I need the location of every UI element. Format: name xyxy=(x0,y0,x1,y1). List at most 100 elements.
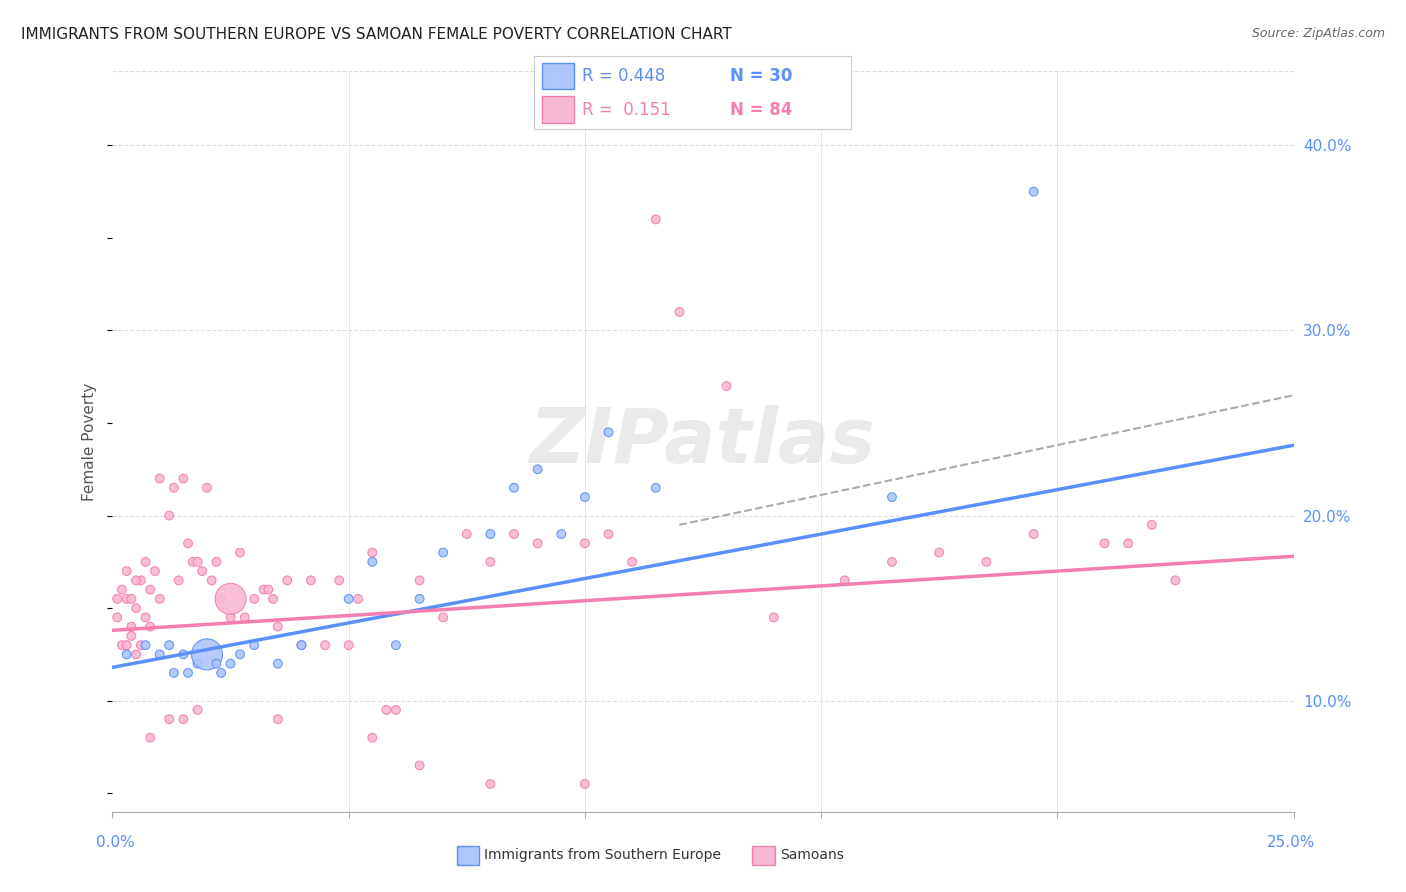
Point xyxy=(1140,517,1163,532)
Point xyxy=(115,648,138,662)
Point xyxy=(129,638,152,652)
Point xyxy=(928,546,950,560)
Point xyxy=(186,703,208,717)
Text: 0.0%: 0.0% xyxy=(96,836,135,850)
Point xyxy=(205,657,228,671)
Point xyxy=(111,638,134,652)
Point xyxy=(129,574,152,588)
Point xyxy=(337,638,360,652)
Point xyxy=(503,527,526,541)
Point xyxy=(550,527,572,541)
Point xyxy=(328,574,350,588)
Point xyxy=(479,527,502,541)
Text: Samoans: Samoans xyxy=(780,848,844,863)
Point xyxy=(1022,185,1045,199)
Point xyxy=(149,471,172,485)
Point xyxy=(880,490,903,504)
Point xyxy=(267,657,290,671)
Point xyxy=(976,555,998,569)
Point xyxy=(243,638,266,652)
Point xyxy=(456,527,478,541)
Point xyxy=(880,555,903,569)
Point xyxy=(574,536,596,550)
Point xyxy=(503,481,526,495)
Point xyxy=(172,712,194,726)
Point xyxy=(526,462,548,476)
Point xyxy=(135,555,157,569)
Point xyxy=(621,555,644,569)
Point xyxy=(219,591,242,606)
Point xyxy=(361,555,384,569)
Point xyxy=(105,610,128,624)
Text: N = 84: N = 84 xyxy=(731,101,793,119)
Point xyxy=(375,703,398,717)
Point xyxy=(120,629,142,643)
Point xyxy=(574,490,596,504)
Point xyxy=(181,555,204,569)
Point xyxy=(195,648,218,662)
Point xyxy=(276,574,298,588)
Point xyxy=(574,777,596,791)
Point xyxy=(243,591,266,606)
Point xyxy=(1116,536,1139,550)
Point xyxy=(257,582,280,597)
Point xyxy=(253,582,276,597)
Point xyxy=(143,564,166,578)
Y-axis label: Female Poverty: Female Poverty xyxy=(82,383,97,500)
Point xyxy=(290,638,312,652)
Point xyxy=(479,555,502,569)
Point xyxy=(172,471,194,485)
Point xyxy=(163,481,186,495)
Point xyxy=(139,582,162,597)
Point xyxy=(177,536,200,550)
Point xyxy=(290,638,312,652)
Point xyxy=(125,601,148,615)
Point xyxy=(172,648,194,662)
Point xyxy=(149,648,172,662)
Point xyxy=(1094,536,1116,550)
Point xyxy=(205,555,228,569)
Point xyxy=(762,610,785,624)
Point xyxy=(105,591,128,606)
FancyBboxPatch shape xyxy=(543,62,574,89)
Point xyxy=(125,574,148,588)
Point xyxy=(385,638,408,652)
Point xyxy=(157,638,180,652)
Point xyxy=(1164,574,1187,588)
Point xyxy=(139,731,162,745)
Text: IMMIGRANTS FROM SOUTHERN EUROPE VS SAMOAN FEMALE POVERTY CORRELATION CHART: IMMIGRANTS FROM SOUTHERN EUROPE VS SAMOA… xyxy=(21,27,733,42)
Point xyxy=(1022,527,1045,541)
Point xyxy=(177,665,200,680)
Point xyxy=(385,703,408,717)
Point xyxy=(408,758,430,772)
Point xyxy=(209,591,232,606)
Point xyxy=(209,665,232,680)
Point xyxy=(299,574,322,588)
Point xyxy=(314,638,336,652)
Point xyxy=(408,574,430,588)
Point xyxy=(201,574,224,588)
Point xyxy=(157,712,180,726)
Point xyxy=(408,591,430,606)
Point xyxy=(163,665,186,680)
Point xyxy=(644,481,666,495)
Point xyxy=(120,619,142,633)
Point xyxy=(432,610,454,624)
Point xyxy=(219,657,242,671)
Point xyxy=(337,591,360,606)
Point xyxy=(139,619,162,633)
Point xyxy=(598,425,620,440)
Point xyxy=(135,638,157,652)
Point xyxy=(644,212,666,227)
FancyBboxPatch shape xyxy=(543,96,574,123)
Point xyxy=(191,564,214,578)
Point xyxy=(526,536,548,550)
Point xyxy=(115,564,138,578)
Text: 25.0%: 25.0% xyxy=(1267,836,1315,850)
Point xyxy=(233,610,256,624)
Point xyxy=(135,610,157,624)
Point xyxy=(229,648,252,662)
Point xyxy=(668,305,690,319)
Point xyxy=(167,574,190,588)
Point xyxy=(115,638,138,652)
